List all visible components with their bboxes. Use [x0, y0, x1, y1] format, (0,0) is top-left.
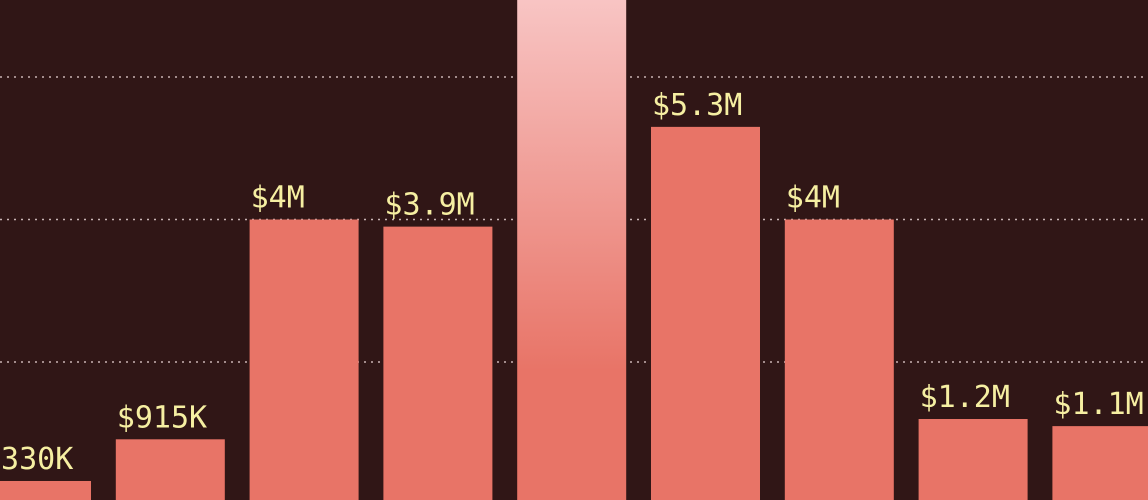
- bar: [249, 219, 359, 500]
- bar: [0, 480, 91, 500]
- value-label: $1.1M: [1053, 387, 1143, 422]
- bar: [651, 126, 760, 500]
- value-label: $5.3M: [652, 88, 742, 123]
- bar: [918, 419, 1028, 500]
- bar: [115, 439, 225, 500]
- value-label: $330K: [0, 442, 73, 477]
- bar: [383, 226, 493, 500]
- value-label: $3.9M: [384, 188, 474, 223]
- bar: [784, 219, 894, 500]
- value-label: $4M: [251, 181, 305, 216]
- value-label: $1.2M: [920, 380, 1010, 415]
- highlighted-bar: [517, 0, 627, 500]
- value-label: $915K: [117, 400, 207, 435]
- bar: [1052, 426, 1148, 500]
- value-label: $4M: [786, 181, 840, 216]
